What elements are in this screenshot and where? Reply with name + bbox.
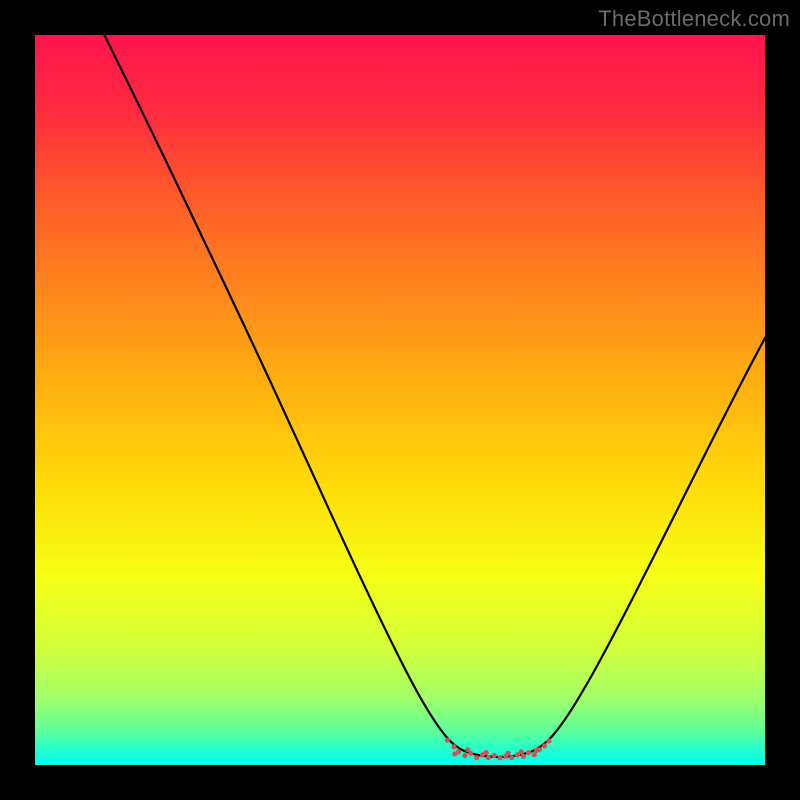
valley-marker <box>509 755 514 760</box>
valley-marker <box>474 755 479 760</box>
chart-svg <box>35 35 765 765</box>
valley-marker <box>445 738 450 743</box>
valley-marker <box>486 755 491 760</box>
valley-marker <box>462 753 467 758</box>
valley-marker <box>497 755 502 760</box>
valley-marker <box>519 749 524 754</box>
valley-marker <box>505 751 510 756</box>
valley-marker <box>451 744 456 749</box>
valley-marker <box>542 743 547 748</box>
chart-frame: TheBottleneck.com <box>0 0 800 800</box>
valley-marker <box>484 750 489 755</box>
watermark-text: TheBottleneck.com <box>598 6 790 32</box>
valley-marker <box>546 738 551 743</box>
valley-marker <box>526 750 531 755</box>
gradient-background <box>35 35 765 765</box>
valley-marker <box>492 753 497 758</box>
valley-marker <box>452 751 457 756</box>
valley-marker <box>534 748 539 753</box>
valley-marker <box>465 747 470 752</box>
